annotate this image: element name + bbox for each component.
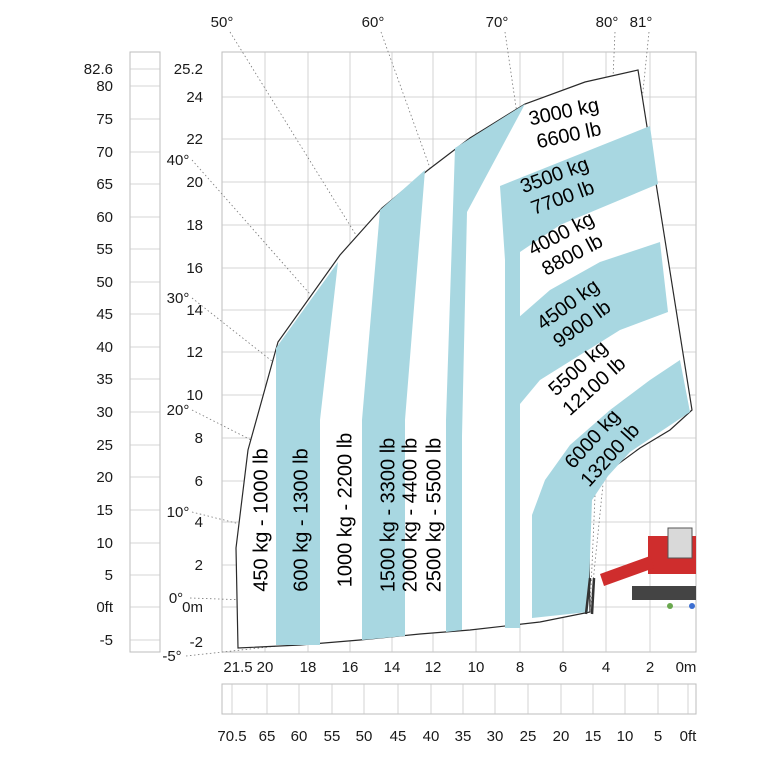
x-tick-ft: 25 [520, 728, 537, 745]
load-zones [235, 69, 693, 649]
x-tick-ft: 60 [291, 728, 308, 745]
y-tick-ft: 35 [96, 371, 113, 388]
y-tick-ft: 5 [105, 567, 113, 584]
angle-label: 40° [167, 152, 190, 169]
zone-labels: 450 kg - 1000 lb 600 kg - 1300 lb 1000 kg … [250, 94, 644, 592]
y-tick-ft: 45 [96, 306, 113, 323]
y-tick-ft: 50 [96, 274, 113, 291]
y-tick-ft: 75 [96, 111, 113, 128]
angle-label: 0° [169, 590, 183, 607]
x-tick-m: 16 [342, 659, 359, 676]
x-tick-ft: 40 [423, 728, 440, 745]
y-tick-ft: 82.6 [84, 61, 113, 78]
y-tick-m: 10 [186, 387, 203, 404]
zone-600kg [276, 262, 338, 645]
ft-height-scale [129, 51, 161, 653]
zone-1500kg [362, 170, 425, 640]
angle-label: 10° [167, 504, 190, 521]
y-tick-ft: 65 [96, 176, 113, 193]
angle-labels: 50° 60° 70° 80° 81° 40° 30° 20° 10° 0° -5° [162, 14, 652, 665]
x-tick-ft: 45 [390, 728, 407, 745]
zone-label: 2000 kg - 4400 lb [399, 438, 421, 593]
angle-label: -5° [162, 648, 181, 665]
band-4500kg [510, 242, 668, 628]
x-tick-ft: 35 [455, 728, 472, 745]
y-tick-m: 22 [186, 131, 203, 148]
y-tick-m: 2 [195, 557, 203, 574]
angle-label: 81° [630, 14, 653, 31]
y-tick-ft: 70 [96, 144, 113, 161]
zone-label: 1500 kg - 3300 lb [377, 438, 399, 593]
y-tick-ft: 0ft [96, 599, 114, 616]
zone-label: 2500 kg - 5500 lb [423, 438, 445, 593]
y-tick-ft: 10 [96, 535, 113, 552]
x-tick-m: 2 [646, 659, 654, 676]
x-tick-m: 10 [468, 659, 485, 676]
telehandler-machine [584, 527, 696, 615]
machine-wheel-rear [689, 603, 695, 609]
y-tick-m: -2 [190, 634, 203, 651]
angle-label: 80° [596, 14, 619, 31]
x-tick-m: 4 [602, 659, 610, 676]
x-tick-m: 6 [559, 659, 567, 676]
x-tick-ft: 55 [324, 728, 341, 745]
angle-label: 60° [362, 14, 385, 31]
machine-wheel [667, 603, 673, 609]
y-tick-ft: 25 [96, 437, 113, 454]
machine-chassis [632, 586, 696, 600]
x-tick-m: 12 [425, 659, 442, 676]
y-tick-ft: 40 [96, 339, 113, 356]
band-6000kg [532, 360, 690, 618]
x-tick-ft: 65 [259, 728, 276, 745]
x-tick-ft: 30 [487, 728, 504, 745]
x-tick-ft: 0ft [680, 728, 698, 745]
x-tick-ft: 70.5 [217, 728, 246, 745]
x-tick-ft: 50 [356, 728, 373, 745]
angle-label: 20° [167, 402, 190, 419]
y-tick-m: 0m [182, 599, 203, 616]
x-tick-m: 0m [676, 659, 697, 676]
machine-forks [584, 577, 596, 615]
y-tick-ft: 30 [96, 404, 113, 421]
angle-label: 50° [211, 14, 234, 31]
y-tick-ft: 15 [96, 502, 113, 519]
y-tick-m: 24 [186, 89, 203, 106]
angle-label: 70° [486, 14, 509, 31]
x-tick-ft: 5 [654, 728, 662, 745]
zone-label: 1000 kg - 2200 lb [334, 433, 356, 588]
y-tick-ft: 60 [96, 209, 113, 226]
zone-label: 450 kg - 1000 lb [250, 448, 272, 591]
x-tick-ft: 10 [617, 728, 634, 745]
x-tick-m: 8 [516, 659, 524, 676]
y-tick-ft: 55 [96, 241, 113, 258]
machine-boom [600, 556, 654, 586]
y-tick-m: 14 [186, 302, 203, 319]
y-tick-ft: -5 [100, 632, 113, 649]
zone-label: 600 kg - 1300 lb [290, 448, 312, 591]
ft-outreach-scale [221, 683, 697, 715]
y-tick-m: 16 [186, 260, 203, 277]
x-tick-m: 20 [257, 659, 274, 676]
y-tick-m: 20 [186, 174, 203, 191]
y-tick-m: 18 [186, 217, 203, 234]
y-tick-m: 8 [195, 430, 203, 447]
x-tick-ft: 20 [553, 728, 570, 745]
x-tick-m: 21.5 [223, 659, 252, 676]
zone-2500kg [446, 104, 525, 632]
y-tick-ft: 20 [96, 469, 113, 486]
angle-label: 30° [167, 290, 190, 307]
x-tick-ft: 15 [585, 728, 602, 745]
y-tick-m: 12 [186, 344, 203, 361]
machine-cab [667, 527, 693, 559]
x-tick-m: 14 [384, 659, 401, 676]
y-tick-m: 4 [195, 514, 203, 531]
x-tick-m: 18 [300, 659, 317, 676]
y-tick-m: 6 [195, 473, 203, 490]
y-tick-ft: 80 [96, 78, 113, 95]
y-tick-m: 25.2 [174, 61, 203, 78]
